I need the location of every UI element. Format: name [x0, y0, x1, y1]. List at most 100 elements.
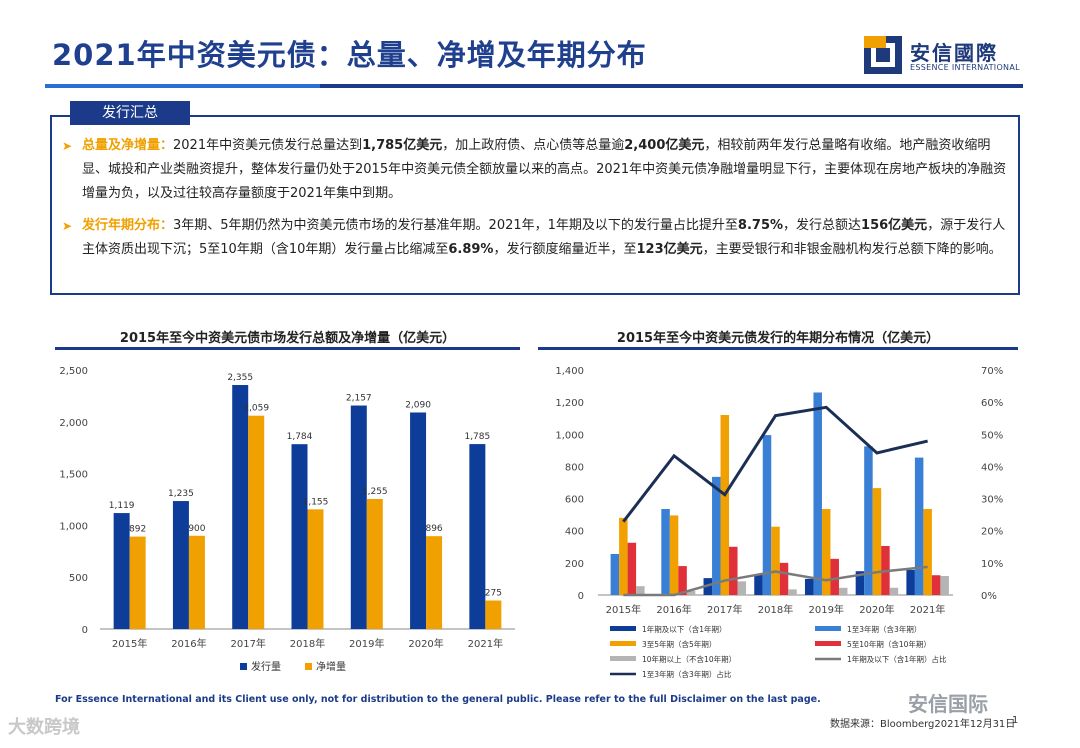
bar-net-increase: [485, 600, 502, 629]
legend-swatch: [610, 626, 636, 631]
bar-tenor-0: [906, 569, 915, 595]
data-label: 896: [425, 524, 442, 534]
bullet-text-part: ，发行额度缩量近半，至: [493, 242, 637, 257]
summary-tab: 发行汇总: [70, 101, 190, 125]
summary-bullet-text: 总量及净增量：2021年中资美元债发行总量达到1,785亿美元，加上政府债、点心…: [82, 134, 1012, 206]
y-tick-label: 800: [565, 462, 584, 473]
data-label: 2,355: [227, 373, 253, 383]
data-label: 2,157: [346, 394, 372, 404]
y-tick-label: 1,000: [59, 521, 88, 532]
legend-swatch: [610, 656, 636, 661]
bullet-text-part: 2021年中资美元债发行总量达到: [173, 138, 363, 153]
bar-tenor-2: [619, 517, 628, 595]
data-label: 1,784: [287, 432, 313, 442]
bullet-lead: 发行年期分布：: [82, 218, 174, 233]
x-tick-label: 2018年: [758, 603, 793, 616]
y-tick-label: 200: [565, 559, 584, 570]
bar-net-increase: [366, 498, 383, 629]
y2-tick-label: 60%: [981, 398, 1003, 409]
bar-net-increase: [307, 509, 324, 629]
x-tick-label: 2016年: [656, 603, 691, 616]
disclaimer-text: For Essence International and its Client…: [55, 694, 821, 705]
bar-tenor-2: [821, 509, 831, 595]
bar-tenor-4: [889, 587, 899, 595]
bar-tenor-1: [762, 435, 772, 595]
y2-tick-label: 30%: [981, 495, 1003, 506]
watermark-right: 安信国际: [908, 692, 988, 716]
bar-issuance: [410, 412, 427, 629]
x-tick-label: 2015年: [112, 637, 147, 650]
legend-swatch: [610, 641, 636, 646]
logo-mark-icon: [864, 36, 902, 74]
y-tick-label: 600: [565, 495, 584, 506]
bullet-lead: 总量及净增量：: [82, 138, 174, 153]
chart1-issuance-net-increase: 0 500 1,000 1,500 2,000 2,500 1,119 892 2015年 1,2…: [59, 366, 515, 673]
bar-tenor-4: [788, 589, 797, 595]
y2-tick-label: 50%: [981, 430, 1003, 441]
bullet-arrow-icon: ➤: [62, 219, 73, 233]
data-label: 1,235: [168, 489, 194, 499]
legend-label: 净增量: [316, 660, 346, 673]
bullet-highlight: 6.89%: [448, 242, 494, 257]
bar-tenor-1: [712, 476, 721, 595]
bar-tenor-0: [804, 578, 814, 595]
bar-tenor-2: [669, 515, 679, 595]
x-tick-label: 2016年: [171, 637, 206, 650]
summary-box: [50, 115, 1020, 295]
bar-net-increase: [188, 535, 205, 629]
bar-issuance: [113, 513, 130, 629]
chart2-title: 2015年至今中资美元债发行的年期分布情况（亿美元）: [616, 331, 940, 346]
logo-en-text: ESSENCE INTERNATIONAL: [910, 63, 1020, 72]
title-divider: [45, 84, 1023, 88]
bar-tenor-1: [813, 392, 822, 595]
legend-label: 1年期及以下（含1年期）: [642, 624, 727, 634]
bar-tenor-2: [923, 509, 932, 595]
data-source: 数据来源：Bloomberg2021年12月31日: [830, 719, 1016, 730]
y-tick-label: 500: [69, 573, 88, 584]
bar-tenor-1: [610, 554, 620, 595]
y2-tick-label: 0%: [981, 591, 997, 602]
y-tick-label: 1,000: [555, 430, 584, 441]
x-tick-label: 2015年: [606, 603, 641, 616]
summary-bullet-text: 发行年期分布：3年期、5年期仍然为中资美元债市场的发行基准年期。2021年，1年…: [82, 214, 1012, 262]
y-tick-label: 0: [82, 625, 88, 636]
legend-swatch: [305, 663, 312, 670]
company-logo: 安信國際 ESSENCE INTERNATIONAL: [864, 36, 1024, 80]
bullet-highlight: 2,400亿美元: [624, 138, 705, 153]
y-tick-label: 1,500: [59, 470, 88, 481]
x-tick-label: 2021年: [468, 637, 503, 650]
bar-tenor-0: [754, 574, 763, 595]
y2-tick-label: 70%: [981, 366, 1003, 377]
bar-tenor-2: [872, 488, 882, 595]
bar-tenor-1: [914, 457, 924, 595]
data-label: 1,119: [109, 501, 135, 511]
bar-tenor-3: [931, 575, 941, 595]
bullet-text-part: ，加上政府债、点心债等总量逾: [442, 138, 625, 153]
bar-issuance: [172, 501, 189, 629]
y2-tick-label: 20%: [981, 527, 1003, 538]
legend-label: 3至5年期（含5年期）: [642, 639, 716, 649]
bar-tenor-4: [940, 576, 949, 595]
bar-net-increase: [129, 536, 146, 629]
bar-net-increase: [248, 415, 265, 629]
bullet-highlight: 8.75%: [737, 218, 784, 233]
page-number: 1: [1012, 715, 1019, 726]
legend-label: 10年期以上（不含10年期）: [642, 654, 736, 664]
bar-tenor-4: [838, 587, 848, 595]
y2-tick-label: 10%: [981, 559, 1003, 570]
x-tick-label: 2020年: [408, 637, 443, 650]
y-tick-label: 2,500: [59, 366, 88, 377]
bullet-text-part: ，相较前两年发行总量略有收缩。地产融资收缩明显、城投和产业类融资提升，整体发行量…: [82, 138, 1007, 201]
bar-tenor-1: [661, 509, 670, 595]
legend-swatch: [815, 641, 841, 646]
chart2-tenor-distribution: 0 200 400 600 800 1,000 1,200 1,400 0% 10% 20% 30% 4…: [555, 366, 1003, 679]
chart1-divider: [55, 347, 520, 350]
y-tick-label: 2,000: [59, 418, 88, 429]
y2-tick-label: 40%: [981, 462, 1003, 473]
data-label: 1,255: [362, 487, 388, 497]
watermark-left: 大数跨境: [8, 717, 80, 738]
bar-tenor-2: [771, 526, 780, 595]
bar-tenor-4: [636, 586, 645, 595]
y-tick-label: 0: [578, 591, 584, 602]
bar-issuance: [350, 405, 367, 629]
